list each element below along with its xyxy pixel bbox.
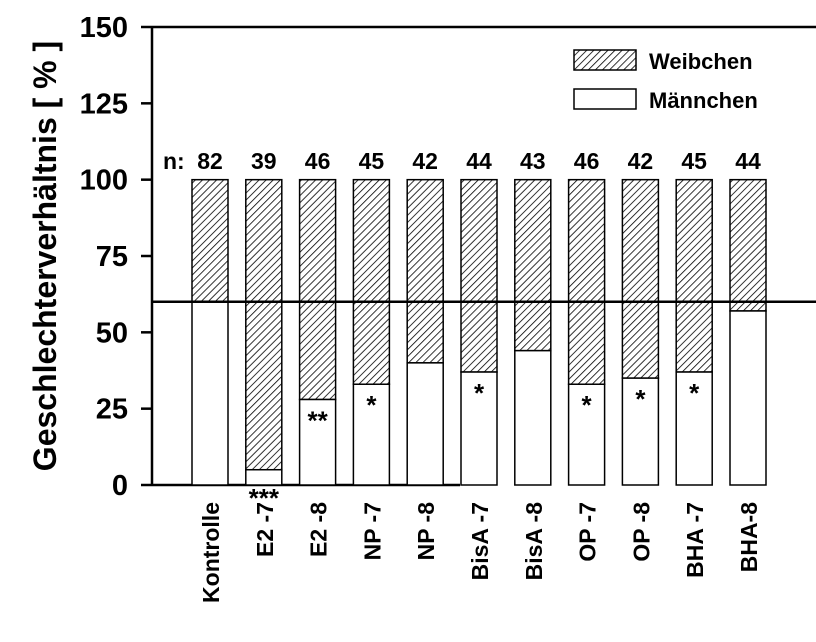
significance-marker: * xyxy=(689,378,700,408)
x-tick-label: E2 -8 xyxy=(306,502,332,557)
x-tick-label: NP -7 xyxy=(359,502,385,560)
x-tick-label: NP -8 xyxy=(413,502,439,561)
n-value-label: 42 xyxy=(628,148,654,174)
bar-maennchen xyxy=(406,362,444,486)
bar-maennchen xyxy=(729,310,767,486)
bar-weibchen xyxy=(460,178,498,373)
y-tick-label: 125 xyxy=(80,88,128,120)
significance-marker: *** xyxy=(249,483,280,513)
bar-maennchen xyxy=(567,383,606,486)
bar-maennchen xyxy=(352,383,391,486)
x-tick-label: BHA -7 xyxy=(682,502,708,578)
bar-maennchen xyxy=(191,301,229,486)
bars xyxy=(191,178,767,486)
y-ticks: 0 25 50 75 100 125 150 xyxy=(80,12,152,502)
x-tick-label: BisA -8 xyxy=(521,502,547,581)
n-value-label: 44 xyxy=(735,148,761,174)
n-value-label: 45 xyxy=(681,148,707,174)
significance-marker: * xyxy=(582,390,593,420)
n-value-label: 82 xyxy=(197,148,223,174)
bar-maennchen xyxy=(460,371,498,486)
legend-label-maennchen: Männchen xyxy=(649,88,758,113)
n-labels: n: 82 39 46 45 42 44 43 46 42 45 44 xyxy=(163,148,761,174)
y-tick-label: 0 xyxy=(112,470,128,502)
bar-weibchen xyxy=(191,178,229,303)
x-tick-label: E2 -7 xyxy=(252,502,278,557)
significance-marker: * xyxy=(366,390,377,420)
n-value-label: 43 xyxy=(520,148,546,174)
significance-marker: * xyxy=(635,384,646,414)
legend-swatch-maennchen xyxy=(573,88,637,110)
y-tick-label: 100 xyxy=(80,165,128,197)
bar-weibchen xyxy=(245,178,283,471)
n-value-label: 39 xyxy=(251,148,277,174)
x-tick-label: Kontrolle xyxy=(198,502,224,603)
x-tick-label: OP -7 xyxy=(575,502,601,562)
n-value-label: 42 xyxy=(412,148,438,174)
n-value-label: 46 xyxy=(574,148,600,174)
bar-weibchen xyxy=(729,178,767,312)
bar-weibchen xyxy=(675,178,713,373)
n-value-label: 46 xyxy=(305,148,331,174)
bar-weibchen xyxy=(514,178,552,352)
n-value-label: 45 xyxy=(359,148,385,174)
significance-marker: * xyxy=(474,378,485,408)
x-tick-label: BisA -7 xyxy=(467,502,493,580)
y-tick-label: 150 xyxy=(80,12,128,44)
x-tick-labels: Kontrolle E2 -7 E2 -8 NP -7 NP -8 BisA -7 BisA… xyxy=(198,502,762,603)
bar-weibchen xyxy=(298,178,337,401)
bar-maennchen xyxy=(675,371,713,486)
legend-label-weibchen: Weibchen xyxy=(649,49,753,74)
bar-weibchen xyxy=(406,178,444,364)
n-prefix-label: n: xyxy=(163,148,185,174)
bar-maennchen xyxy=(514,349,552,486)
bar-weibchen xyxy=(567,178,606,385)
n-value-label: 44 xyxy=(466,148,492,174)
significance-marker: ** xyxy=(307,406,328,436)
bar-weibchen xyxy=(621,178,660,379)
legend: Weibchen Männchen xyxy=(573,49,758,113)
y-axis-label: Geschlechterverhältnis [ % ] xyxy=(27,41,63,471)
x-tick-label: BHA-8 xyxy=(736,502,762,572)
bar-maennchen xyxy=(621,377,660,486)
x-tick-label: OP -8 xyxy=(628,502,654,562)
bar-maennchen xyxy=(298,398,337,486)
y-tick-label: 25 xyxy=(96,394,128,426)
y-tick-label: 50 xyxy=(96,317,128,349)
bar-maennchen xyxy=(245,468,283,486)
significance-labels: ****** * * * * xyxy=(249,378,701,513)
y-tick-label: 75 xyxy=(96,241,128,273)
bar-weibchen xyxy=(352,178,391,385)
legend-swatch-weibchen xyxy=(573,49,637,71)
